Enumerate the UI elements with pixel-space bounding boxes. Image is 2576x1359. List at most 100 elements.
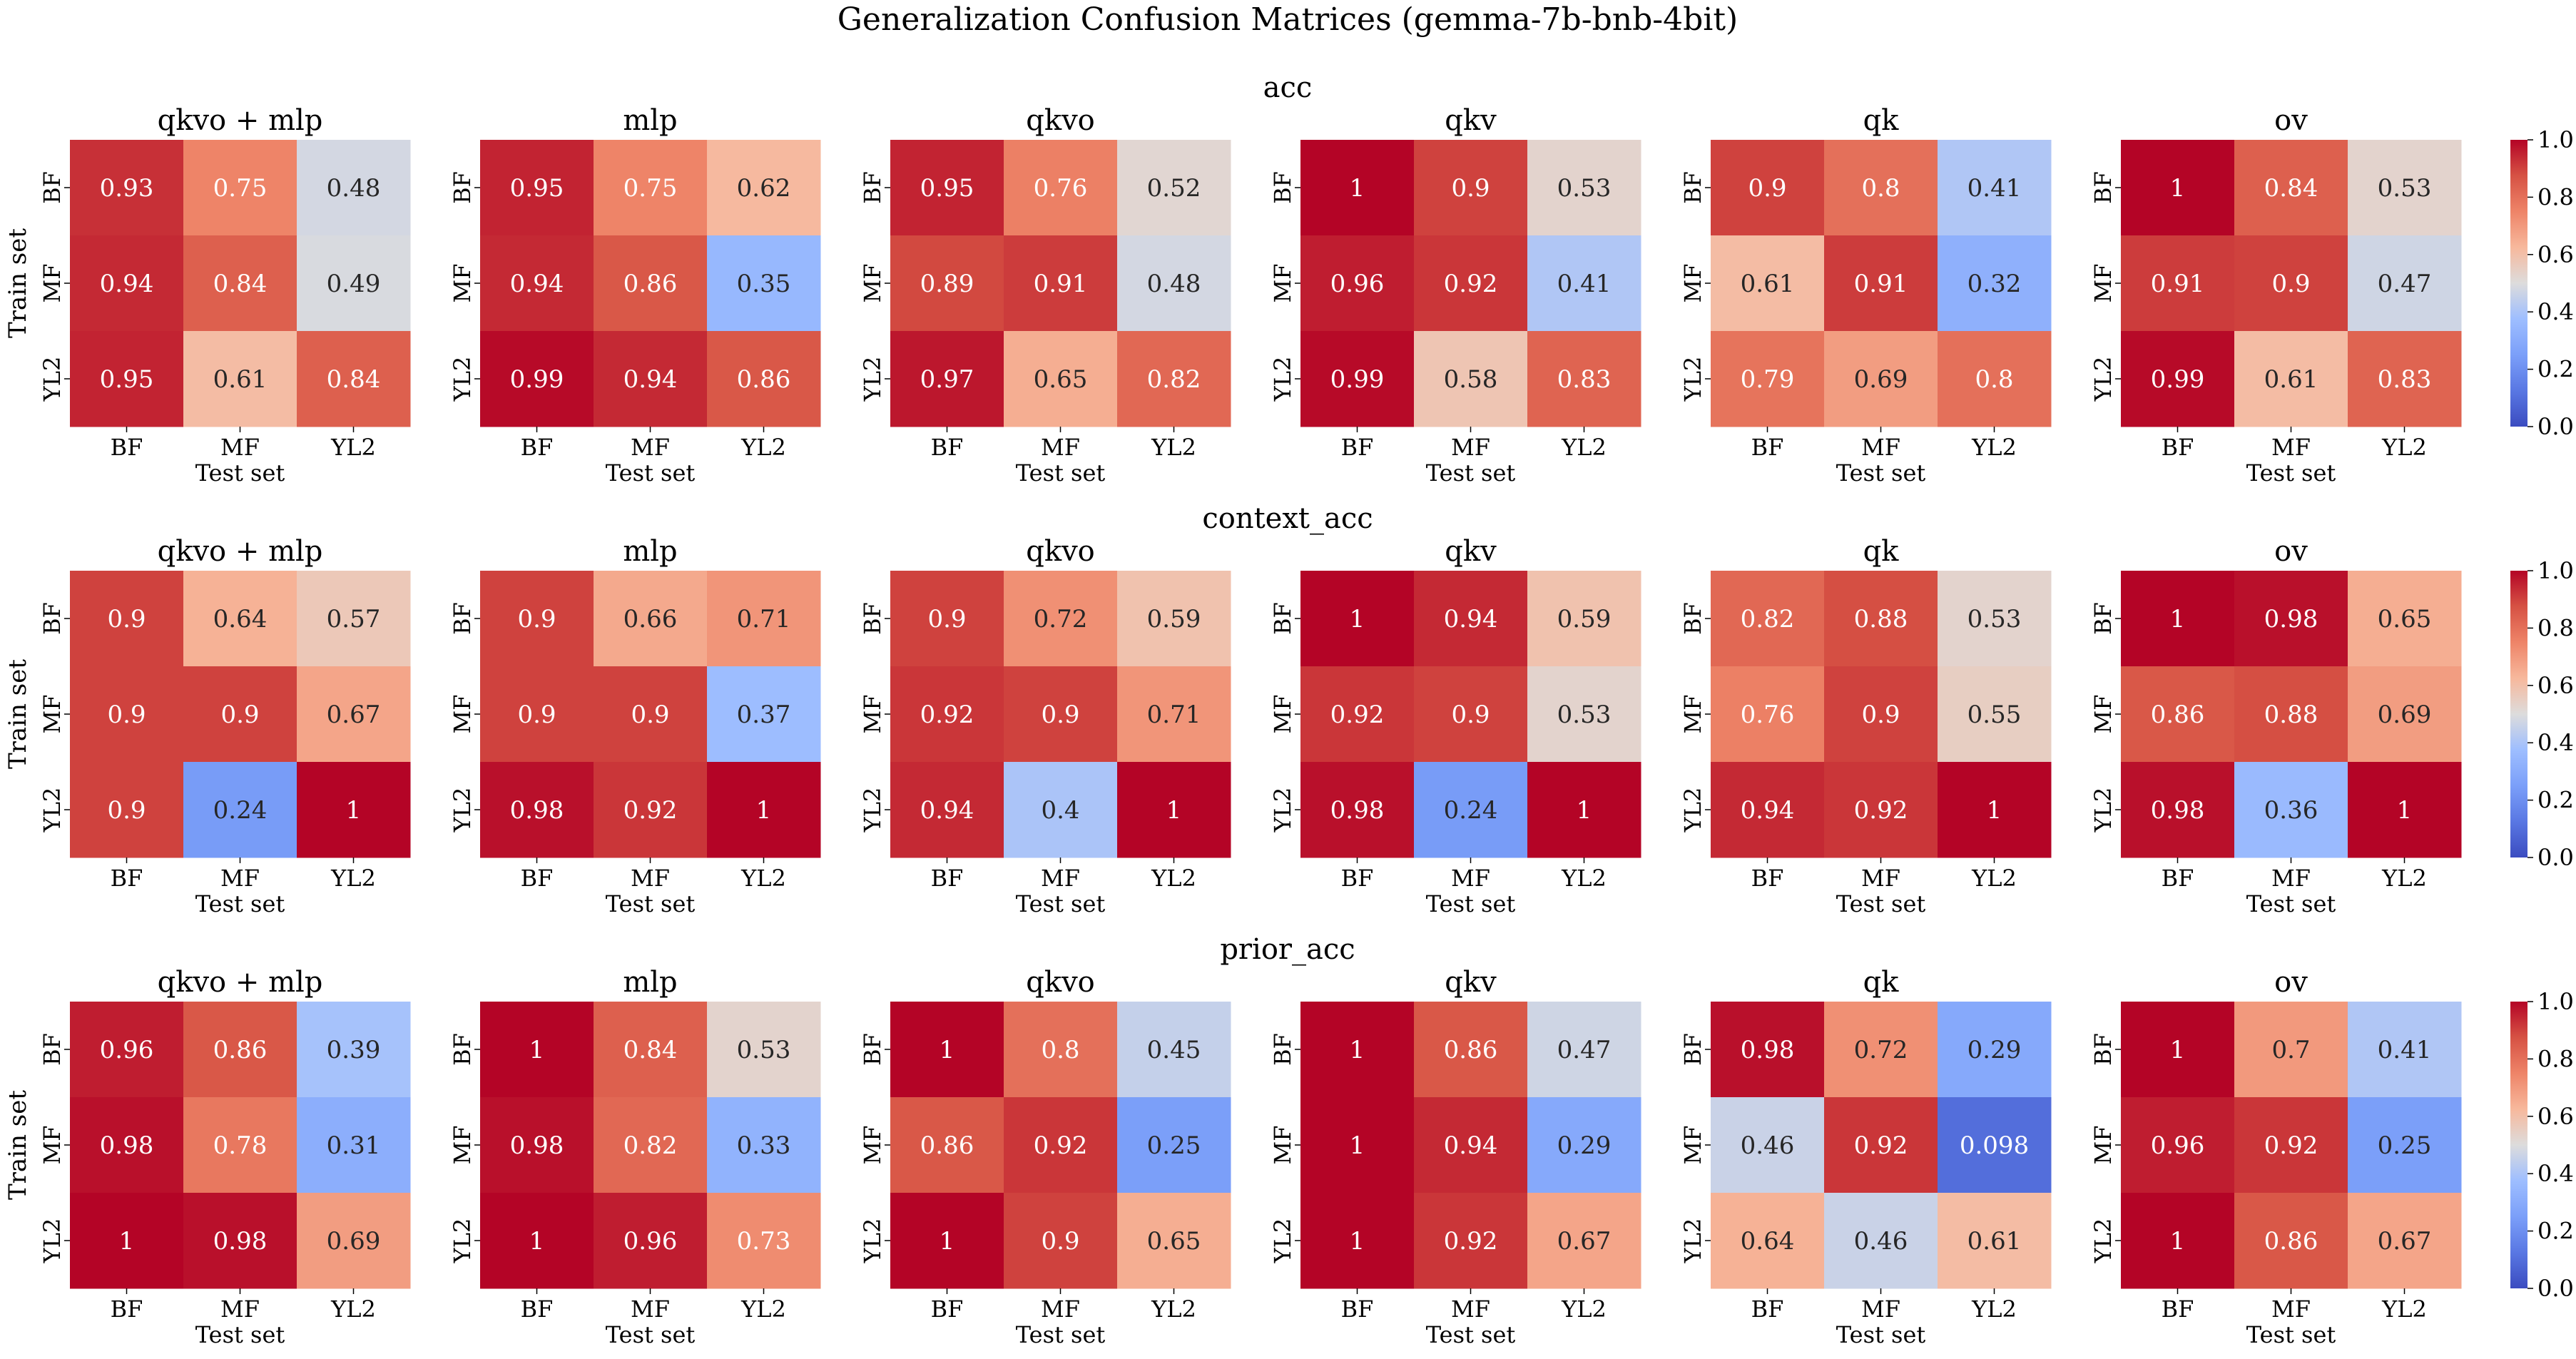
- panel-title: qk: [1863, 104, 1900, 137]
- y-tick-label: MF: [39, 1126, 66, 1165]
- heatmap-cell: [707, 331, 821, 427]
- x-tick-label: MF: [220, 1296, 260, 1323]
- heatmap-cell: [1527, 1002, 1641, 1098]
- x-tick-label: YL2: [330, 1296, 376, 1323]
- y-tick-label: MF: [449, 1126, 476, 1165]
- x-tick-label: YL2: [2381, 865, 2427, 892]
- cell-value-label: 0.83: [1557, 365, 1612, 394]
- cell-value-label: 0.66: [623, 605, 678, 633]
- panel-title: ov: [2274, 535, 2308, 568]
- x-tick-label: BF: [931, 434, 964, 461]
- cell-value-label: 0.92: [1444, 270, 1498, 298]
- x-tick-label: BF: [111, 865, 143, 892]
- heatmap-cell: [1004, 571, 1118, 667]
- panel-title: qk: [1863, 966, 1900, 999]
- x-axis-label: Test set: [1836, 1321, 1926, 1348]
- cell-value-label: 0.94: [1444, 605, 1498, 633]
- cell-value-label: 0.61: [1741, 270, 1795, 298]
- cell-value-label: 0.9: [107, 796, 146, 825]
- heatmap-cell: [2348, 666, 2462, 763]
- x-axis-label: Test set: [606, 459, 696, 487]
- y-tick-label: MF: [2089, 264, 2117, 303]
- cell-value-label: 1: [2170, 174, 2186, 203]
- x-axis-label: Test set: [195, 1321, 285, 1348]
- heatmap-cell: [1527, 235, 1641, 332]
- heatmap-cell: [1414, 140, 1528, 236]
- heatmap-cell: [1938, 571, 2052, 667]
- cell-value-label: 0.46: [1854, 1227, 1908, 1256]
- heatmap-cell: [1004, 331, 1118, 427]
- cell-value-label: 0.91: [2151, 270, 2205, 298]
- heatmap-cell: [70, 235, 184, 332]
- heatmap-panel: ov 1 0.84 0.53 0.91 0.9 0.47 0.99 0.61 0.83 BF MF YL…: [2089, 104, 2462, 487]
- cell-value-label: 0.91: [1034, 270, 1088, 298]
- y-tick-label: BF: [1679, 602, 1706, 635]
- cell-value-label: 1: [2170, 605, 2186, 633]
- heatmap-cell: [1824, 1097, 1938, 1193]
- x-tick-label: YL2: [1561, 1296, 1607, 1323]
- heatmap-cell: [1938, 1002, 2052, 1098]
- cell-value-label: 0.76: [1034, 174, 1088, 203]
- colorbar-tick-label: 0.4: [2537, 1160, 2574, 1187]
- heatmap-cell: [1527, 1097, 1641, 1193]
- heatmap-panel: mlp 1 0.84 0.53 0.98 0.82 0.33 1 0.96 0.73 BF MF YL2…: [449, 966, 821, 1348]
- cell-value-label: 1: [1987, 796, 2002, 825]
- cell-value-label: 0.41: [1967, 174, 2022, 203]
- x-tick-label: MF: [2271, 865, 2311, 892]
- heatmap-cell: [1117, 1002, 1231, 1098]
- heatmap-cell: [1824, 1002, 1938, 1098]
- cell-value-label: 0.86: [2264, 1227, 2318, 1256]
- heatmap-cell: [1117, 1193, 1231, 1289]
- x-tick-label: BF: [521, 1296, 554, 1323]
- heatmap-cell: [2121, 1002, 2235, 1098]
- cell-value-label: 0.32: [1967, 270, 2022, 298]
- heatmap-cell: [890, 1193, 1004, 1289]
- x-tick-label: YL2: [740, 434, 786, 461]
- heatmap-cell: [297, 571, 411, 667]
- panel-title: mlp: [623, 104, 677, 137]
- heatmap-cell: [2121, 1193, 2235, 1289]
- x-axis-label: Test set: [1836, 459, 1926, 487]
- x-tick-label: MF: [220, 865, 260, 892]
- heatmap-cell: [594, 331, 708, 427]
- heatmap-cell: [1300, 235, 1415, 332]
- x-tick-label: BF: [1341, 434, 1374, 461]
- heatmap-cell: [1117, 762, 1231, 858]
- heatmap-panel: qk 0.82 0.88 0.53 0.76 0.9 0.55 0.94 0.92 1 BF MF YL…: [1679, 535, 2052, 917]
- metric-title: prior_acc: [1220, 933, 1355, 966]
- heatmap-cell: [480, 762, 594, 858]
- heatmap-cell: [1527, 762, 1641, 858]
- cell-value-label: 1: [346, 796, 362, 825]
- metric-title: context_acc: [1202, 502, 1373, 535]
- cell-value-label: 0.47: [1557, 1036, 1612, 1064]
- y-tick-label: YL2: [859, 1218, 886, 1264]
- cell-value-label: 0.9: [631, 701, 669, 729]
- cell-value-label: 0.86: [1444, 1036, 1498, 1064]
- y-tick-label: YL2: [449, 357, 476, 402]
- cell-value-label: 0.96: [100, 1036, 154, 1064]
- cell-value-label: 0.41: [1557, 270, 1612, 298]
- x-tick-label: BF: [521, 434, 554, 461]
- colorbar: 0.0 0.2 0.4 0.6 0.8 1.0: [2510, 557, 2574, 871]
- heatmap-cell: [1824, 235, 1938, 332]
- cell-value-label: 0.96: [2151, 1131, 2205, 1160]
- cell-value-label: 1: [1350, 605, 1365, 633]
- heatmap-panel: qkvo 1 0.8 0.45 0.86 0.92 0.25 1 0.9 0.65 BF MF YL2 B…: [859, 966, 1231, 1348]
- y-tick-label: YL2: [1679, 1218, 1706, 1264]
- heatmap-cell: [1117, 1097, 1231, 1193]
- cell-value-label: 1: [119, 1227, 135, 1256]
- y-tick-label: BF: [1269, 171, 1296, 204]
- heatmap-panel: qkvo 0.9 0.72 0.59 0.92 0.9 0.71 0.94 0.4 1 BF MF YL…: [859, 535, 1231, 917]
- colorbar-tick-label: 0.6: [2537, 1103, 2574, 1130]
- cell-value-label: 0.92: [920, 701, 974, 729]
- x-tick-label: MF: [1861, 434, 1900, 461]
- heatmap-cell: [2348, 140, 2462, 236]
- heatmap-cell: [70, 331, 184, 427]
- cell-value-label: 0.76: [1741, 701, 1795, 729]
- y-tick-label: BF: [859, 1033, 886, 1066]
- heatmap-cell: [183, 140, 297, 236]
- y-tick-label: YL2: [859, 357, 886, 402]
- y-tick-label: BF: [449, 602, 476, 635]
- y-tick-label: MF: [859, 1126, 886, 1165]
- heatmap-cell: [1527, 1193, 1641, 1289]
